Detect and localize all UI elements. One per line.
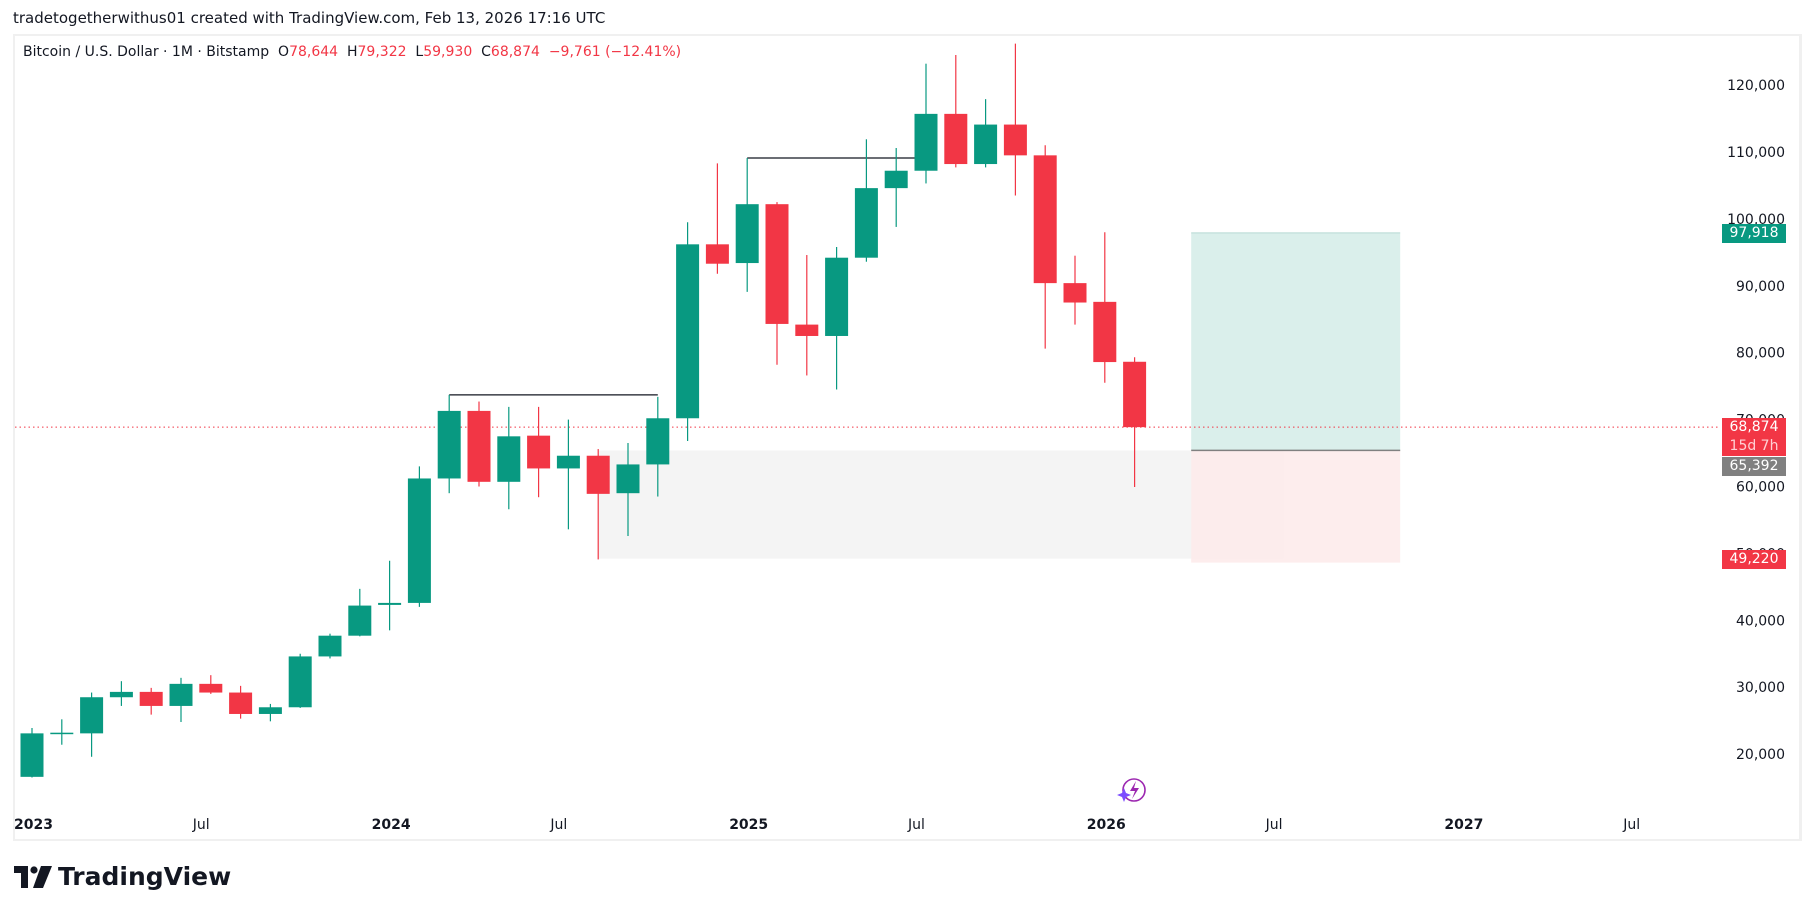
candle-body xyxy=(348,605,372,636)
candle-body xyxy=(1033,155,1057,284)
symbol-title: Bitcoin / U.S. Dollar · 1M · Bitstamp xyxy=(23,44,270,60)
candle-body xyxy=(884,170,908,189)
time-axis-label: Jul xyxy=(1265,817,1283,833)
lightning-event-icon[interactable] xyxy=(1117,778,1146,802)
candle-body xyxy=(1003,124,1027,156)
candle-body xyxy=(1093,301,1117,363)
candle-body xyxy=(199,683,223,693)
time-axis-label: Jul xyxy=(1622,817,1640,833)
tradingview-logo-icon xyxy=(14,865,52,888)
candle-body xyxy=(497,436,521,482)
candle-body xyxy=(378,602,402,605)
candle-body xyxy=(229,692,253,714)
bar-countdown: 15d 7h xyxy=(1729,438,1779,454)
candle-body xyxy=(258,707,282,714)
low-value: 59,930 xyxy=(423,44,473,60)
time-axis-label: Jul xyxy=(907,817,925,833)
last-price-tag: 68,874 15d 7h xyxy=(1722,418,1786,456)
time-axis-label: 2026 xyxy=(1087,817,1126,833)
stop-zone xyxy=(1191,450,1401,563)
candle-body xyxy=(467,410,491,482)
candle-body xyxy=(1123,361,1147,428)
candle-body xyxy=(765,204,789,324)
price-axis-label: 20,000 xyxy=(1736,747,1785,763)
time-axis-label: 2024 xyxy=(372,817,411,833)
candle-body xyxy=(527,435,551,469)
price-axis-label: 60,000 xyxy=(1736,480,1785,496)
entry-price-tag: 65,392 xyxy=(1722,457,1786,476)
price-axis-label: 30,000 xyxy=(1736,680,1785,696)
last-price: 68,874 xyxy=(1729,419,1779,435)
candle-body xyxy=(288,656,312,708)
candle-body xyxy=(825,257,849,336)
candle-body xyxy=(586,455,610,494)
candle-body xyxy=(944,113,968,165)
candle-body xyxy=(556,455,580,469)
price-axis-label: 100,000 xyxy=(1727,212,1785,228)
open-value: 78,644 xyxy=(289,44,339,60)
chart-credit: tradetogetherwithus01 created with Tradi… xyxy=(13,9,606,27)
change-value: −9,761 (−12.41%) xyxy=(548,44,682,60)
candle-body xyxy=(646,418,670,465)
candle-body xyxy=(795,324,819,336)
price-axis-label: 90,000 xyxy=(1736,279,1785,295)
candle-body xyxy=(109,691,133,698)
candle-body xyxy=(676,244,700,419)
price-axis-label: 80,000 xyxy=(1736,346,1785,362)
candle-body xyxy=(854,188,878,258)
time-axis-label: 2027 xyxy=(1444,817,1483,833)
candle-body xyxy=(616,464,640,494)
candle-body xyxy=(407,478,431,603)
candle-body xyxy=(735,204,759,264)
time-axis-label: 2025 xyxy=(729,817,768,833)
candle-body xyxy=(139,691,163,706)
price-axis-label: 120,000 xyxy=(1727,78,1785,94)
symbol-legend: Bitcoin / U.S. Dollar · 1M · Bitstamp O7… xyxy=(23,44,682,60)
candle-body xyxy=(80,697,104,734)
candle-body xyxy=(50,732,74,735)
brand-name: TradingView xyxy=(58,862,232,891)
candle-body xyxy=(914,113,938,171)
close-value: 68,874 xyxy=(490,44,540,60)
candle-body xyxy=(437,410,461,479)
candle-body xyxy=(705,244,729,264)
tradingview-logo[interactable]: TradingView xyxy=(14,862,231,891)
candle-body xyxy=(169,683,193,706)
candle-body xyxy=(974,124,998,165)
time-axis-label: 2023 xyxy=(14,817,53,833)
time-axis-label: Jul xyxy=(192,817,210,833)
stop-price-tag: 49,220 xyxy=(1722,550,1786,569)
time-axis-label: Jul xyxy=(549,817,567,833)
price-axis-label: 40,000 xyxy=(1736,613,1785,629)
high-value: 79,322 xyxy=(357,44,407,60)
candle-body xyxy=(318,635,342,657)
price-axis-label: 110,000 xyxy=(1727,145,1785,161)
target-zone xyxy=(1191,232,1401,451)
candle-body xyxy=(20,733,44,777)
range-zone xyxy=(598,450,1284,559)
target-price-tag: 97,918 xyxy=(1722,224,1786,243)
candle-body xyxy=(1063,283,1087,303)
